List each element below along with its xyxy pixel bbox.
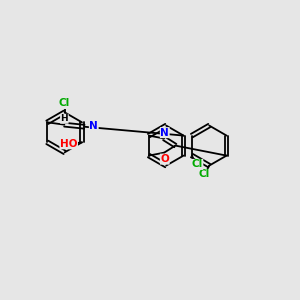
Text: N: N: [89, 121, 98, 131]
Text: Cl: Cl: [192, 159, 203, 170]
Text: H: H: [61, 114, 68, 123]
Text: Cl: Cl: [198, 169, 209, 179]
Text: O: O: [160, 154, 169, 164]
Text: HO: HO: [60, 139, 77, 149]
Text: N: N: [160, 128, 169, 138]
Text: Cl: Cl: [59, 98, 70, 109]
